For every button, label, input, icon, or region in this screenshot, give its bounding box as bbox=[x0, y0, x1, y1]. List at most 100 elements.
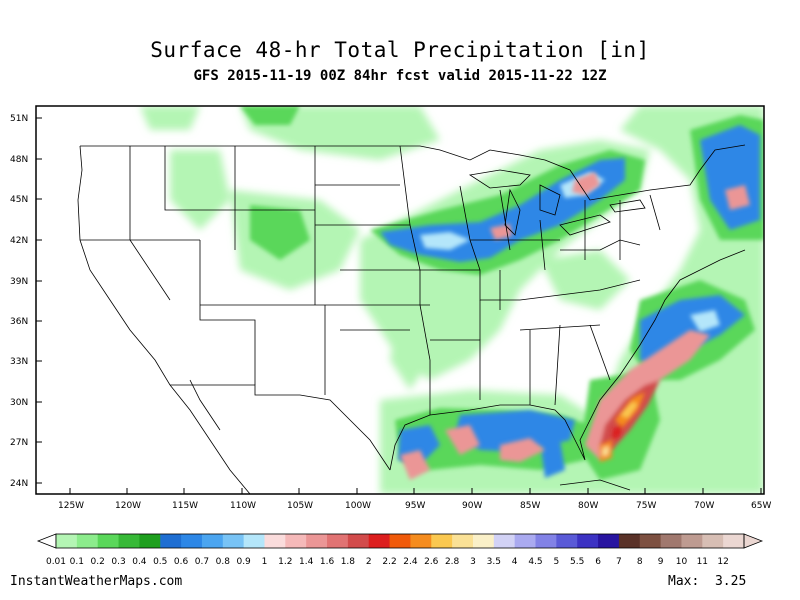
colorbar-swatch bbox=[56, 534, 78, 548]
colorbar-swatch bbox=[181, 534, 203, 548]
colorbar-swatch bbox=[639, 534, 662, 548]
colorbar-swatch bbox=[493, 534, 516, 548]
colorbar-label: 0.4 bbox=[132, 557, 147, 567]
lon-label: 65W bbox=[751, 501, 771, 511]
colorbar-swatch bbox=[577, 534, 599, 548]
lat-label: 48N bbox=[10, 155, 28, 165]
lon-label: 125W bbox=[58, 501, 84, 511]
colorbar-label: 2.4 bbox=[403, 557, 418, 567]
max-label: Max: bbox=[668, 574, 700, 589]
colorbar-label: 3.5 bbox=[487, 557, 501, 567]
lat-label: 30N bbox=[10, 398, 28, 408]
colorbar-label: 0.7 bbox=[195, 557, 209, 567]
colorbar-outline bbox=[55, 533, 745, 549]
colorbar-swatch bbox=[368, 534, 391, 548]
lon-label: 90W bbox=[462, 501, 482, 511]
latitude-labels: 51N 48N 45N 42N 39N 36N 33N 30N 27N 24N bbox=[10, 114, 28, 489]
colorbar-label: 0.3 bbox=[111, 557, 125, 567]
colorbar-swatch bbox=[76, 534, 99, 548]
longitude-labels: 125W 120W 115W 110W 105W 100W 95W 90W 85… bbox=[58, 501, 771, 511]
lat-label: 24N bbox=[10, 479, 28, 489]
colorbar-label: 2 bbox=[366, 557, 372, 567]
lat-label: 39N bbox=[10, 277, 28, 287]
colorbar-label: 9 bbox=[658, 557, 664, 567]
colorbar-label: 0.6 bbox=[174, 557, 189, 567]
colorbar-swatch bbox=[660, 534, 682, 548]
colorbar-label: 11 bbox=[697, 557, 708, 567]
colorbar-label: 2.8 bbox=[445, 557, 460, 567]
colorbar-label: 1.8 bbox=[341, 557, 356, 567]
lon-label: 75W bbox=[636, 501, 656, 511]
colorbar-label: 1.6 bbox=[320, 557, 335, 567]
state-boundaries bbox=[77, 144, 746, 494]
colorbar-swatch bbox=[535, 534, 557, 548]
lon-label: 120W bbox=[115, 501, 141, 511]
colorbar-label: 6 bbox=[595, 557, 601, 567]
colorbar-max-arrow bbox=[743, 533, 764, 549]
lat-label: 45N bbox=[10, 195, 28, 205]
colorbar-swatch bbox=[327, 534, 349, 548]
map-title: Surface 48-hr Total Precipitation [in] bbox=[150, 38, 650, 62]
colorbar-label: 2.6 bbox=[424, 557, 439, 567]
lon-label: 110W bbox=[230, 501, 256, 511]
colorbar-label: 0.1 bbox=[70, 557, 84, 567]
colorbar-label: 4 bbox=[512, 557, 518, 567]
colorbar-swatch bbox=[139, 534, 161, 548]
colorbar-swatch bbox=[472, 534, 495, 548]
map-frame bbox=[35, 105, 765, 495]
colorbar-label: 0.8 bbox=[216, 557, 231, 567]
colorbar-label: 0.5 bbox=[153, 557, 167, 567]
colorbar-swatch bbox=[222, 534, 245, 548]
colorbar-label: 5.5 bbox=[570, 557, 584, 567]
lon-label: 85W bbox=[520, 501, 540, 511]
lat-label: 51N bbox=[10, 114, 28, 124]
colorbar-min-arrow bbox=[36, 533, 57, 549]
colorbar-swatch bbox=[97, 534, 120, 548]
colorbar-swatch bbox=[618, 534, 641, 548]
colorbar-label: 0.9 bbox=[236, 557, 251, 567]
lat-label: 42N bbox=[10, 236, 28, 246]
max-value: 3.25 bbox=[714, 574, 747, 589]
site-credit: InstantWeatherMaps.com bbox=[10, 574, 183, 589]
colorbar-swatch bbox=[347, 534, 370, 548]
colorbar-swatch bbox=[598, 534, 620, 548]
colorbar-swatch bbox=[389, 534, 411, 548]
colorbar-swatch bbox=[306, 534, 328, 548]
colorbar-swatch bbox=[702, 534, 724, 548]
colorbar-swatch bbox=[201, 534, 224, 548]
colorbar-swatch bbox=[285, 534, 307, 548]
colorbar-label: 8 bbox=[637, 557, 643, 567]
colorbar-label: 0.01 bbox=[46, 557, 66, 567]
lon-label: 105W bbox=[287, 501, 313, 511]
colorbar-label: 10 bbox=[676, 557, 688, 567]
precip-orange-core bbox=[600, 392, 645, 462]
lon-label: 100W bbox=[345, 501, 371, 511]
colorbar-label: 2.2 bbox=[382, 557, 396, 567]
colorbar-label: 4.5 bbox=[528, 557, 542, 567]
colorbar-swatch bbox=[264, 534, 286, 548]
max-value-readout: Max: 3.25 bbox=[668, 574, 746, 589]
lon-label: 115W bbox=[172, 501, 198, 511]
colorbar-swatch bbox=[452, 534, 474, 548]
colorbar-swatch bbox=[243, 534, 265, 548]
colorbar-swatch bbox=[723, 534, 745, 548]
lat-label: 27N bbox=[10, 438, 28, 448]
colorbar-label: 1.2 bbox=[278, 557, 292, 567]
colorbar-label: 7 bbox=[616, 557, 622, 567]
colorbar-label: 5 bbox=[553, 557, 559, 567]
lat-label: 33N bbox=[10, 357, 28, 367]
map-subtitle: GFS 2015-11-19 00Z 84hr fcst valid 2015-… bbox=[193, 68, 607, 84]
lon-label: 80W bbox=[578, 501, 598, 511]
colorbar bbox=[36, 533, 764, 549]
colorbar-label: 1.4 bbox=[299, 557, 314, 567]
colorbar-label: 12 bbox=[717, 557, 728, 567]
colorbar-label: 1 bbox=[262, 557, 268, 567]
colorbar-swatch bbox=[160, 534, 182, 548]
colorbar-swatch bbox=[118, 534, 140, 548]
colorbar-label: 0.2 bbox=[91, 557, 105, 567]
colorbar-label: 3 bbox=[470, 557, 476, 567]
colorbar-swatch bbox=[410, 534, 432, 548]
frame-ticks bbox=[36, 117, 762, 494]
colorbar-swatch bbox=[431, 534, 453, 548]
